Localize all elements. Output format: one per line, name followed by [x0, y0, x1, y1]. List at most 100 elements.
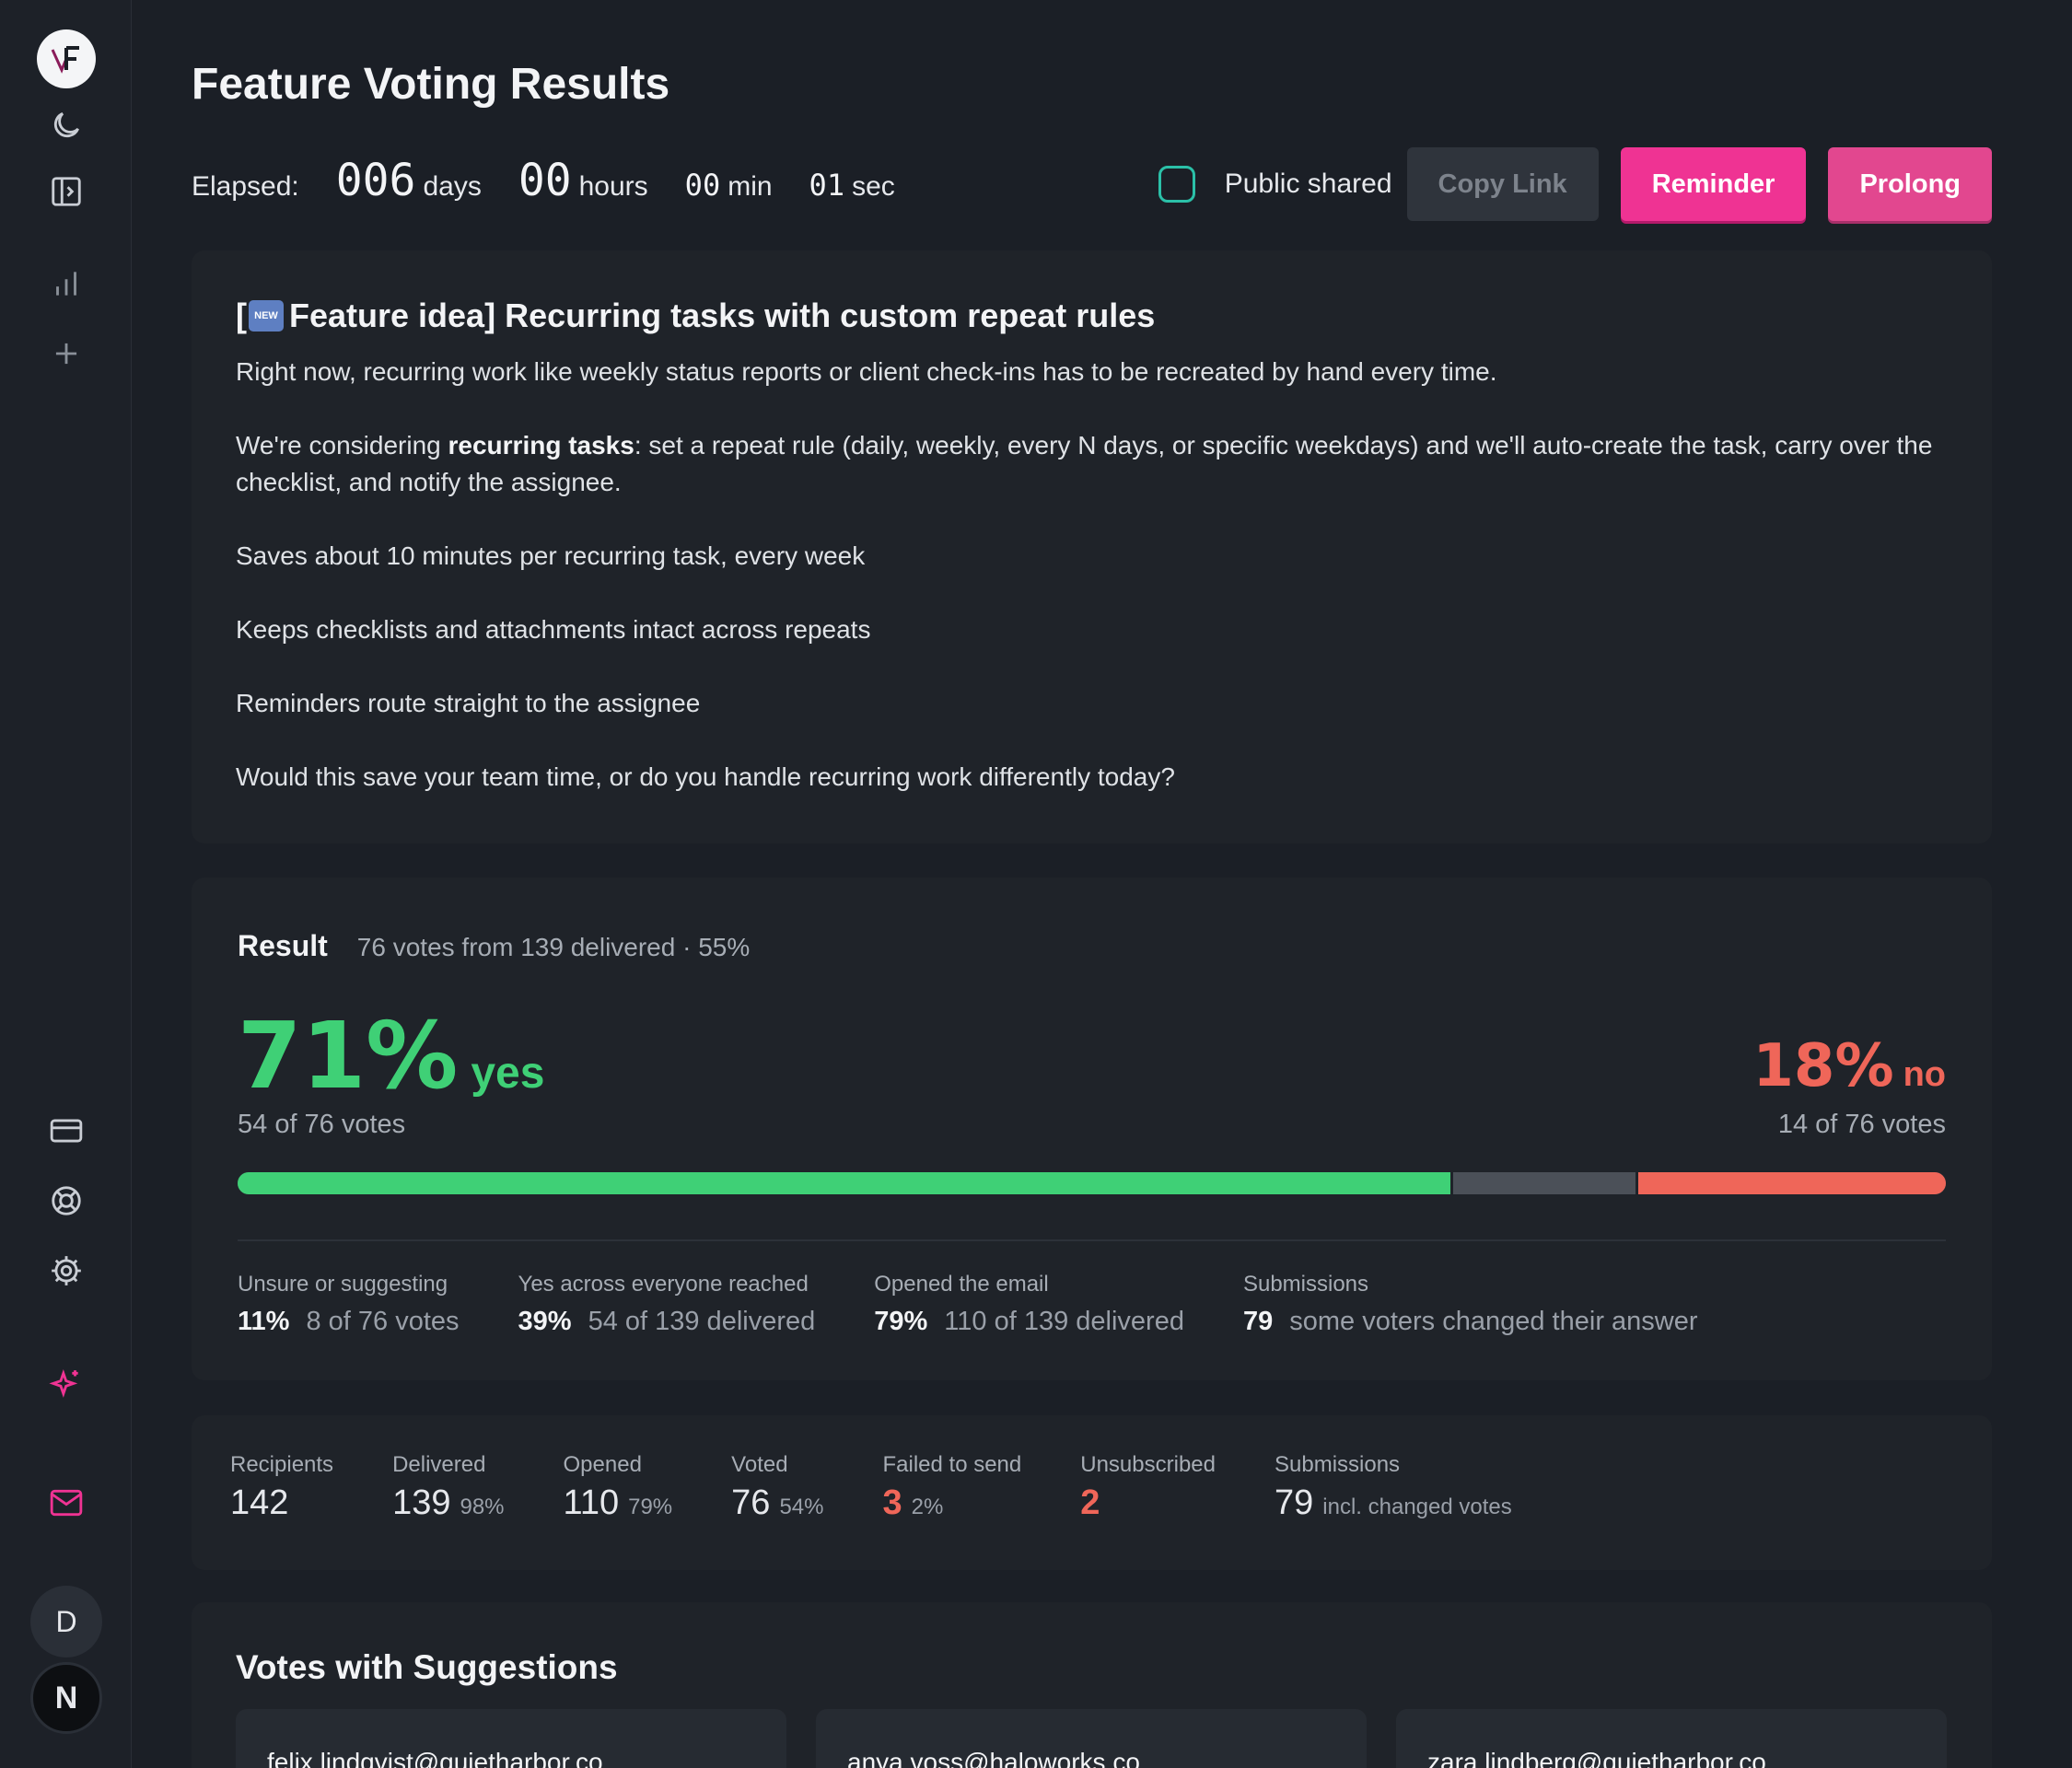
- stat-value: 79: [1275, 1483, 1314, 1522]
- elapsed-min: 00: [684, 168, 721, 203]
- stat-label: Unsubscribed: [1080, 1452, 1216, 1477]
- mini-stat: Unsure or suggesting 11% 8 of 76 votes: [238, 1272, 460, 1337]
- idea-paragraph-3: Saves about 10 minutes per recurring tas…: [236, 541, 866, 570]
- idea-card: [ NEW Feature idea] Recurring tasks with…: [192, 250, 1992, 843]
- avatar-d[interactable]: D: [30, 1586, 102, 1658]
- p2-post: : set a repeat rule (daily, weekly, ever…: [236, 431, 1933, 496]
- prolong-button[interactable]: Prolong: [1828, 147, 1992, 221]
- no-word: no: [1903, 1055, 1946, 1094]
- mini-stat: Opened the email 79% 110 of 139 delivered: [874, 1272, 1184, 1337]
- new-badge-icon: NEW: [249, 300, 284, 332]
- mini-stat-value: 79: [1242, 1307, 1274, 1336]
- mini-stat-label: Submissions: [1242, 1272, 1369, 1297]
- public-shared-toggle[interactable]: [1158, 166, 1195, 203]
- elapsed-min-unit: min: [728, 171, 773, 202]
- no-pct: 18%: [1752, 1032, 1894, 1100]
- suggestions-card: Votes with Suggestions felix.lindqvist@q…: [192, 1602, 1992, 1768]
- stat-pct: 79%: [628, 1495, 673, 1519]
- stat-pct: incl. changed votes: [1322, 1495, 1512, 1519]
- mail-icon[interactable]: [39, 1475, 94, 1530]
- bar-no-segment: [1638, 1172, 1946, 1194]
- stat-label: Delivered: [392, 1452, 486, 1477]
- moon-icon[interactable]: [39, 98, 94, 153]
- stat-value: 2: [1080, 1483, 1100, 1522]
- header-controls: Public shared Copy Link Reminder Prolong: [1158, 147, 1992, 221]
- stat-voted: Voted 76 54%: [731, 1452, 823, 1533]
- mini-stat-value: 39%: [518, 1307, 572, 1336]
- logo[interactable]: [37, 29, 96, 88]
- mini-stat-label: Opened the email: [874, 1272, 1049, 1297]
- stat-label: Voted: [731, 1452, 788, 1477]
- stat-failed: Failed to send 3 2%: [882, 1452, 1021, 1533]
- avatar-n[interactable]: N: [30, 1662, 102, 1734]
- stat-value: 110: [563, 1483, 620, 1522]
- stat-pct: 54%: [779, 1495, 824, 1519]
- stat-label: Submissions: [1275, 1452, 1401, 1477]
- stat-label: Failed to send: [882, 1452, 1022, 1477]
- plus-icon[interactable]: [39, 326, 94, 381]
- result-bar: [238, 1172, 1946, 1194]
- idea-title-prefix: [: [236, 297, 247, 334]
- yes-word: yes: [471, 1049, 545, 1098]
- mini-stat-detail: 8 of 76 votes: [306, 1307, 460, 1336]
- stat-label: Recipients: [230, 1452, 334, 1477]
- stat-value: 142: [230, 1483, 289, 1522]
- mini-stat-detail: 54 of 139 delivered: [588, 1307, 816, 1336]
- result-title: Result: [238, 929, 328, 962]
- elapsed-sec: 01: [809, 168, 845, 203]
- sparkles-icon[interactable]: [39, 1357, 94, 1413]
- mini-stat-detail: some voters changed their answer: [1289, 1307, 1698, 1336]
- yes-pct: 71%: [238, 1002, 459, 1110]
- sidebar: D N: [0, 0, 132, 1768]
- stat-pct: 98%: [460, 1495, 505, 1519]
- mini-stat-value: 79%: [874, 1307, 928, 1336]
- suggestion-item[interactable]: felix.lindqvist@quietharbor.co: [236, 1709, 786, 1768]
- stat-value: 3: [882, 1483, 902, 1522]
- p2-pre: We're considering: [236, 431, 448, 459]
- elapsed-timer: Elapsed: 006 days 00 hours 00 min 01 sec: [192, 155, 932, 214]
- stat-value: 76: [731, 1483, 771, 1522]
- stat-delivered: Delivered 139 98%: [392, 1452, 504, 1533]
- bar-unsure-segment: [1450, 1172, 1639, 1194]
- stat-unsubscribed: Unsubscribed 2: [1080, 1452, 1216, 1533]
- mini-stat-value: 11%: [238, 1307, 290, 1336]
- elapsed-days: 006: [335, 155, 416, 206]
- idea-paragraph-5: Reminders route straight to the assignee: [236, 689, 701, 717]
- idea-paragraph-4: Keeps checklists and attachments intact …: [236, 615, 871, 644]
- idea-paragraph-6: Would this save your team time, or do yo…: [236, 762, 1175, 791]
- copy-link-button[interactable]: Copy Link: [1406, 147, 1599, 221]
- idea-title-text: Feature idea] Recurring tasks with custo…: [289, 297, 1156, 334]
- p2-bold: recurring tasks: [448, 431, 634, 459]
- lifebuoy-icon[interactable]: [39, 1173, 94, 1228]
- public-shared-label: Public shared: [1224, 169, 1392, 199]
- reminder-button[interactable]: Reminder: [1620, 147, 1807, 221]
- suggestion-item[interactable]: zara.lindberg@quietharbor.co: [1396, 1709, 1947, 1768]
- suggestions-list: felix.lindqvist@quietharbor.co anya.voss…: [236, 1709, 1948, 1768]
- bar-yes-segment: [238, 1172, 1451, 1194]
- stat-pct: 2%: [911, 1495, 944, 1519]
- mini-stat-label: Yes across everyone reached: [518, 1272, 809, 1297]
- result-divider: [238, 1239, 1946, 1241]
- elapsed-hours-unit: hours: [578, 171, 648, 202]
- result-card: Result 76 votes from 139 delivered · 55%…: [192, 878, 1992, 1380]
- mini-stat: Submissions 79 some voters changed their …: [1243, 1272, 1698, 1337]
- no-votes: 14 of 76 votes: [1777, 1110, 1946, 1139]
- stat-value: 139: [392, 1483, 451, 1522]
- page-title: Feature Voting Results: [192, 60, 670, 109]
- elapsed-label: Elapsed:: [192, 171, 299, 202]
- elapsed-sec-unit: sec: [852, 171, 895, 202]
- suggestion-item[interactable]: anya.voss@haloworks.co: [816, 1709, 1367, 1768]
- delivery-stats-card: Recipients 142 Delivered 139 98% Opened 1…: [192, 1415, 1992, 1570]
- no-percentage: 18% no: [1752, 1032, 1946, 1100]
- sidebar-toggle-icon[interactable]: [39, 164, 94, 219]
- bar-chart-icon[interactable]: [39, 256, 94, 311]
- logo-icon: [51, 46, 79, 74]
- suggestions-title: Votes with Suggestions: [236, 1648, 618, 1686]
- stat-opened: Opened 110 79%: [564, 1452, 673, 1533]
- credit-card-icon[interactable]: [39, 1103, 94, 1158]
- idea-title: [ NEW Feature idea] Recurring tasks with…: [236, 297, 1948, 335]
- gear-icon[interactable]: [39, 1243, 94, 1298]
- idea-paragraph-1: Right now, recurring work like weekly st…: [236, 357, 1497, 386]
- stat-submissions: Submissions 79 incl. changed votes: [1275, 1452, 1512, 1533]
